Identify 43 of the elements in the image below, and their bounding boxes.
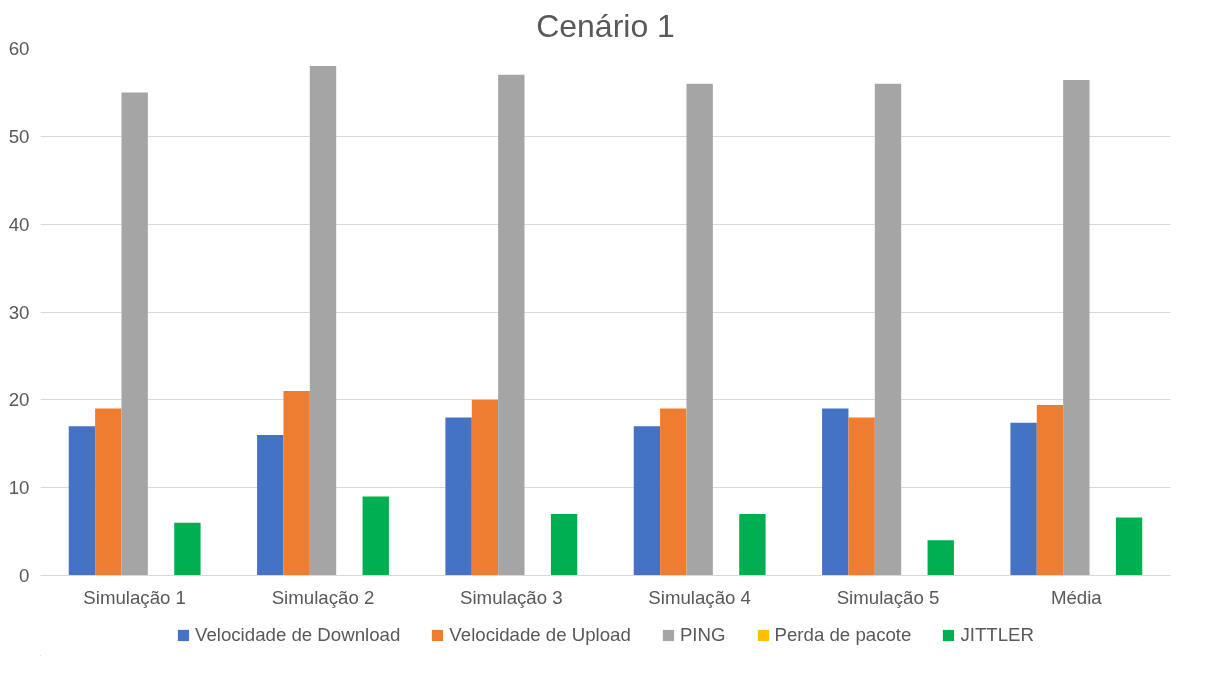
- y-tick-label: 60: [8, 38, 30, 59]
- bar: [927, 540, 954, 576]
- y-tick-label: 50: [8, 125, 30, 147]
- bar: [1036, 405, 1064, 576]
- bar: [822, 408, 849, 576]
- y-tick-label: 40: [8, 213, 30, 235]
- bar: [1063, 80, 1090, 576]
- x-tick-label: Média: [1050, 586, 1103, 608]
- legend-label: JITTLER: [960, 624, 1035, 646]
- legend-label: Perda de pacote: [774, 624, 912, 646]
- legend-label: Velocidade de Upload: [449, 624, 631, 646]
- bar: [471, 399, 499, 576]
- y-tick-label: 20: [8, 389, 30, 411]
- legend-label: PING: [679, 624, 726, 646]
- bar: [95, 408, 122, 576]
- bar: [121, 92, 148, 576]
- x-tick-label: Simulação 5: [836, 586, 940, 608]
- bar: [633, 426, 661, 576]
- bar: [660, 408, 687, 576]
- x-tick-label: Simulação 3: [460, 586, 563, 608]
- bar: [1115, 517, 1143, 576]
- bar: [874, 83, 902, 576]
- bar: [445, 417, 472, 576]
- x-tick-label: Simulação 4: [648, 586, 752, 608]
- y-tick-label: 30: [8, 301, 30, 323]
- bar: [283, 391, 310, 576]
- bar: [739, 514, 766, 576]
- bar: [1010, 422, 1037, 576]
- bar: [257, 434, 284, 576]
- bar: [686, 83, 713, 576]
- x-tick-label: Simulação 1: [83, 586, 187, 608]
- bar: [550, 514, 578, 576]
- bar: [309, 66, 337, 576]
- bar: [68, 426, 96, 576]
- y-tick-label: 10: [8, 477, 30, 499]
- legend-label: Velocidade de Download: [194, 624, 401, 646]
- chart-title: Cenário 1: [536, 7, 675, 44]
- bar: [362, 496, 389, 576]
- x-tick-label: Simulação 2: [271, 586, 375, 608]
- bar: [848, 417, 875, 576]
- bar: [174, 522, 201, 576]
- bar: [498, 74, 525, 576]
- y-tick-label: 0: [19, 565, 30, 586]
